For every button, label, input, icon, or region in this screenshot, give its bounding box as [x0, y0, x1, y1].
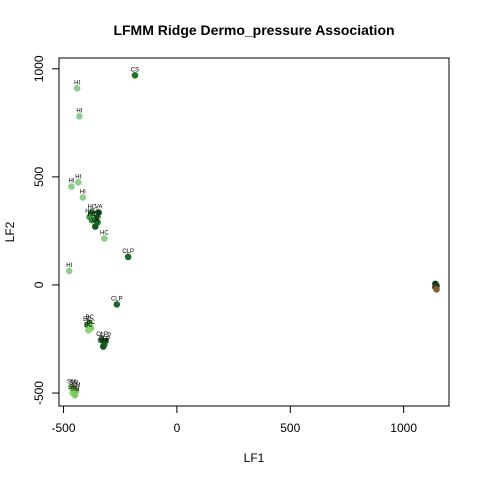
y-axis-label: LF2: [3, 221, 17, 242]
data-point: [95, 209, 102, 216]
data-point-label: SM: [67, 380, 76, 386]
data-point-label: SM: [72, 383, 81, 389]
data-point-label: BC: [84, 322, 93, 328]
x-tick-label: 0: [174, 421, 181, 435]
data-point-label: SM: [70, 387, 79, 393]
x-tick-label: 500: [280, 421, 300, 435]
x-tick-label: -500: [52, 421, 76, 435]
x-tick-label: 1000: [390, 421, 417, 435]
data-point-label: HC: [88, 212, 97, 218]
data-point: [131, 71, 139, 79]
data-point-label: HI: [75, 174, 81, 180]
data-point-label: VA: [94, 214, 102, 220]
data-point: [113, 301, 121, 308]
data-points: [65, 71, 440, 399]
data-point-label: HI: [68, 179, 74, 185]
data-point-label: HC: [88, 205, 97, 211]
data-point-label: CLP: [122, 249, 134, 255]
data-point: [99, 343, 107, 350]
y-tick-label: 0: [32, 281, 46, 288]
data-point-label: HI: [66, 263, 72, 269]
data-point: [101, 235, 108, 242]
data-point-label: CLP: [97, 339, 109, 345]
y-tick-label: 1000: [32, 55, 46, 82]
x-axis: -500 0 500 1000: [52, 405, 417, 435]
data-point-label: BC: [85, 315, 94, 321]
chart-title: LFMM Ridge Dermo_pressure Association: [113, 22, 394, 38]
data-point-label: VA: [93, 210, 101, 216]
data-point-label: HI: [76, 108, 82, 114]
data-point: [65, 267, 73, 275]
plot-frame: [58, 57, 450, 407]
y-tick-label: 500: [32, 167, 46, 187]
data-point-label: HC: [85, 209, 94, 215]
data-point-labels: CSHIHIHIHIHIHCVAHCVAHCVAVAHCCLPHICLPBCBC…: [66, 67, 139, 393]
data-point: [71, 391, 79, 399]
data-point-label: HC: [100, 230, 109, 236]
y-axis: -500 0 500 1000: [32, 55, 60, 405]
data-point-label: BC: [83, 317, 92, 323]
data-point: [433, 285, 440, 293]
data-point-label: CLP: [99, 336, 111, 342]
data-point: [79, 194, 87, 201]
data-point-label: HI: [74, 80, 80, 86]
y-tick-label: -500: [32, 381, 46, 405]
data-point: [73, 84, 81, 92]
x-axis-label: LF1: [244, 451, 265, 465]
data-point-label: VA: [91, 219, 99, 225]
data-point: [76, 113, 83, 120]
data-point-label: SM: [68, 385, 77, 391]
data-point-label: BC: [87, 320, 96, 326]
data-point: [68, 183, 75, 190]
data-point: [85, 327, 92, 334]
data-point-label: CLP: [96, 332, 108, 338]
data-point: [88, 216, 96, 224]
data-point-label: VA: [95, 205, 103, 211]
data-point-label: CLP: [111, 296, 123, 302]
data-point-label: HI: [80, 189, 86, 195]
data-point: [74, 178, 82, 186]
data-point: [91, 223, 99, 230]
data-point-label: CLP: [100, 333, 112, 339]
data-point: [124, 253, 132, 261]
data-point-label: SM: [69, 381, 78, 387]
data-point-label: CS: [131, 67, 139, 73]
